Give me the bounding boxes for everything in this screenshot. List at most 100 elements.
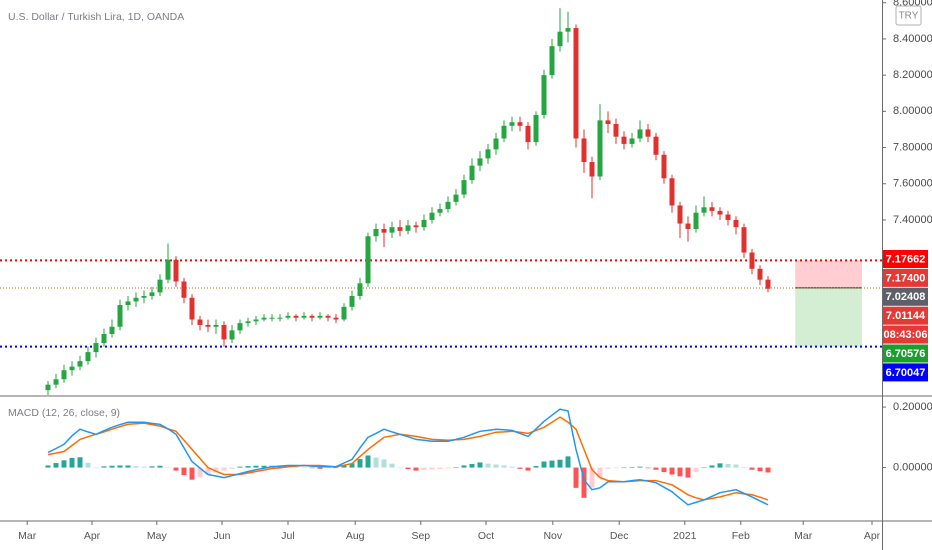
- histogram-bar: [445, 467, 451, 469]
- candle-body: [477, 158, 483, 166]
- histogram-bar: [677, 467, 683, 477]
- histogram-bar: [461, 465, 467, 468]
- histogram-bar: [589, 467, 595, 488]
- histogram-bar: [613, 467, 619, 469]
- candle-body: [365, 236, 371, 284]
- candle-body: [197, 319, 203, 325]
- x-tick-label: Jun: [214, 530, 231, 542]
- histogram-bar: [565, 456, 571, 468]
- candle-body: [645, 129, 651, 137]
- y-tick-label: 7.60000: [893, 178, 932, 190]
- candle-body: [749, 252, 755, 269]
- x-tick-label: Nov: [543, 530, 562, 542]
- histogram-bar: [341, 465, 347, 468]
- candle-body: [293, 315, 299, 318]
- histogram-bar: [213, 467, 219, 473]
- y-tick-label: 7.80000: [893, 141, 932, 153]
- candle-body: [269, 317, 275, 319]
- candle-body: [557, 31, 563, 47]
- currency-label[interactable]: TRY: [899, 11, 919, 22]
- candle-body: [381, 228, 387, 233]
- macd-line: [47, 408, 769, 506]
- currency-box[interactable]: [895, 5, 922, 26]
- histogram-bar: [741, 466, 747, 468]
- histogram-bar: [693, 467, 699, 473]
- candle-body: [173, 259, 179, 282]
- candle-body: [765, 279, 771, 289]
- candle-body: [349, 295, 355, 307]
- histogram-bar: [597, 467, 603, 478]
- histogram-bar: [605, 467, 611, 469]
- candle-body: [229, 330, 235, 340]
- histogram-bar: [365, 455, 371, 468]
- candle-body: [621, 136, 627, 144]
- x-tick-label: May: [147, 530, 168, 542]
- y-tick-label: 8.00000: [893, 105, 932, 117]
- histogram-bar: [437, 467, 443, 470]
- candle-body: [181, 281, 187, 298]
- macd-pane: [45, 408, 771, 506]
- candle-body: [213, 324, 219, 327]
- candle-body: [613, 124, 619, 137]
- candle-body: [653, 136, 659, 155]
- candle-body: [117, 305, 123, 327]
- candle-body: [493, 138, 499, 150]
- histogram-bar: [381, 459, 387, 468]
- candle-body: [125, 301, 131, 306]
- histogram-bar: [141, 466, 147, 468]
- candle-body: [661, 154, 667, 179]
- price-tag-label: 7.02408: [886, 291, 926, 303]
- candle-body: [69, 366, 75, 371]
- macd-y-tick-label: 0.20000: [893, 401, 932, 413]
- x-tick-label: Oct: [478, 530, 494, 542]
- candle-body: [453, 194, 459, 202]
- candle-body: [605, 120, 611, 125]
- histogram-bar: [293, 466, 299, 468]
- histogram-bar: [477, 462, 483, 468]
- histogram-bar: [53, 463, 59, 468]
- candle-body: [565, 28, 571, 32]
- candle-body: [277, 317, 283, 319]
- candle-body: [237, 323, 243, 331]
- histogram-bar: [429, 467, 435, 470]
- candle-body: [533, 114, 539, 143]
- candle-body: [669, 178, 675, 206]
- histogram-bar: [645, 467, 651, 469]
- histogram-bar: [333, 467, 339, 469]
- histogram-bar: [685, 467, 691, 478]
- histogram-bar: [493, 464, 499, 468]
- candle-body: [629, 138, 635, 144]
- candle-body: [525, 125, 531, 143]
- candle-body: [101, 333, 107, 344]
- histogram-bar: [541, 461, 547, 468]
- histogram-bar: [237, 466, 243, 468]
- histogram-bar: [349, 463, 355, 468]
- histogram-bar: [509, 466, 515, 468]
- candle-body: [357, 283, 363, 296]
- candle-body: [317, 315, 323, 318]
- candle-body: [309, 315, 315, 318]
- histogram-bar: [501, 465, 507, 468]
- price-pane: [0, 8, 882, 395]
- histogram-bar: [77, 457, 83, 468]
- candle-body: [461, 180, 467, 195]
- histogram-bar: [61, 460, 67, 468]
- histogram-bar: [205, 467, 211, 475]
- histogram-bar: [253, 465, 259, 468]
- candle-body: [501, 125, 507, 139]
- candle-body: [597, 120, 603, 177]
- candle-body: [701, 207, 707, 213]
- candle-body: [541, 75, 547, 115]
- x-tick-label: Mar: [794, 530, 813, 542]
- histogram-bar: [197, 467, 203, 478]
- candle-body: [637, 129, 643, 139]
- histogram-bar: [93, 467, 99, 469]
- histogram-bar: [45, 465, 51, 468]
- histogram-bar: [653, 467, 659, 470]
- candle-body: [85, 352, 91, 362]
- price-tag: [883, 268, 928, 287]
- histogram-bar: [165, 467, 171, 469]
- candle-body: [245, 321, 251, 324]
- price-tag-label: 08:43:06: [883, 329, 927, 341]
